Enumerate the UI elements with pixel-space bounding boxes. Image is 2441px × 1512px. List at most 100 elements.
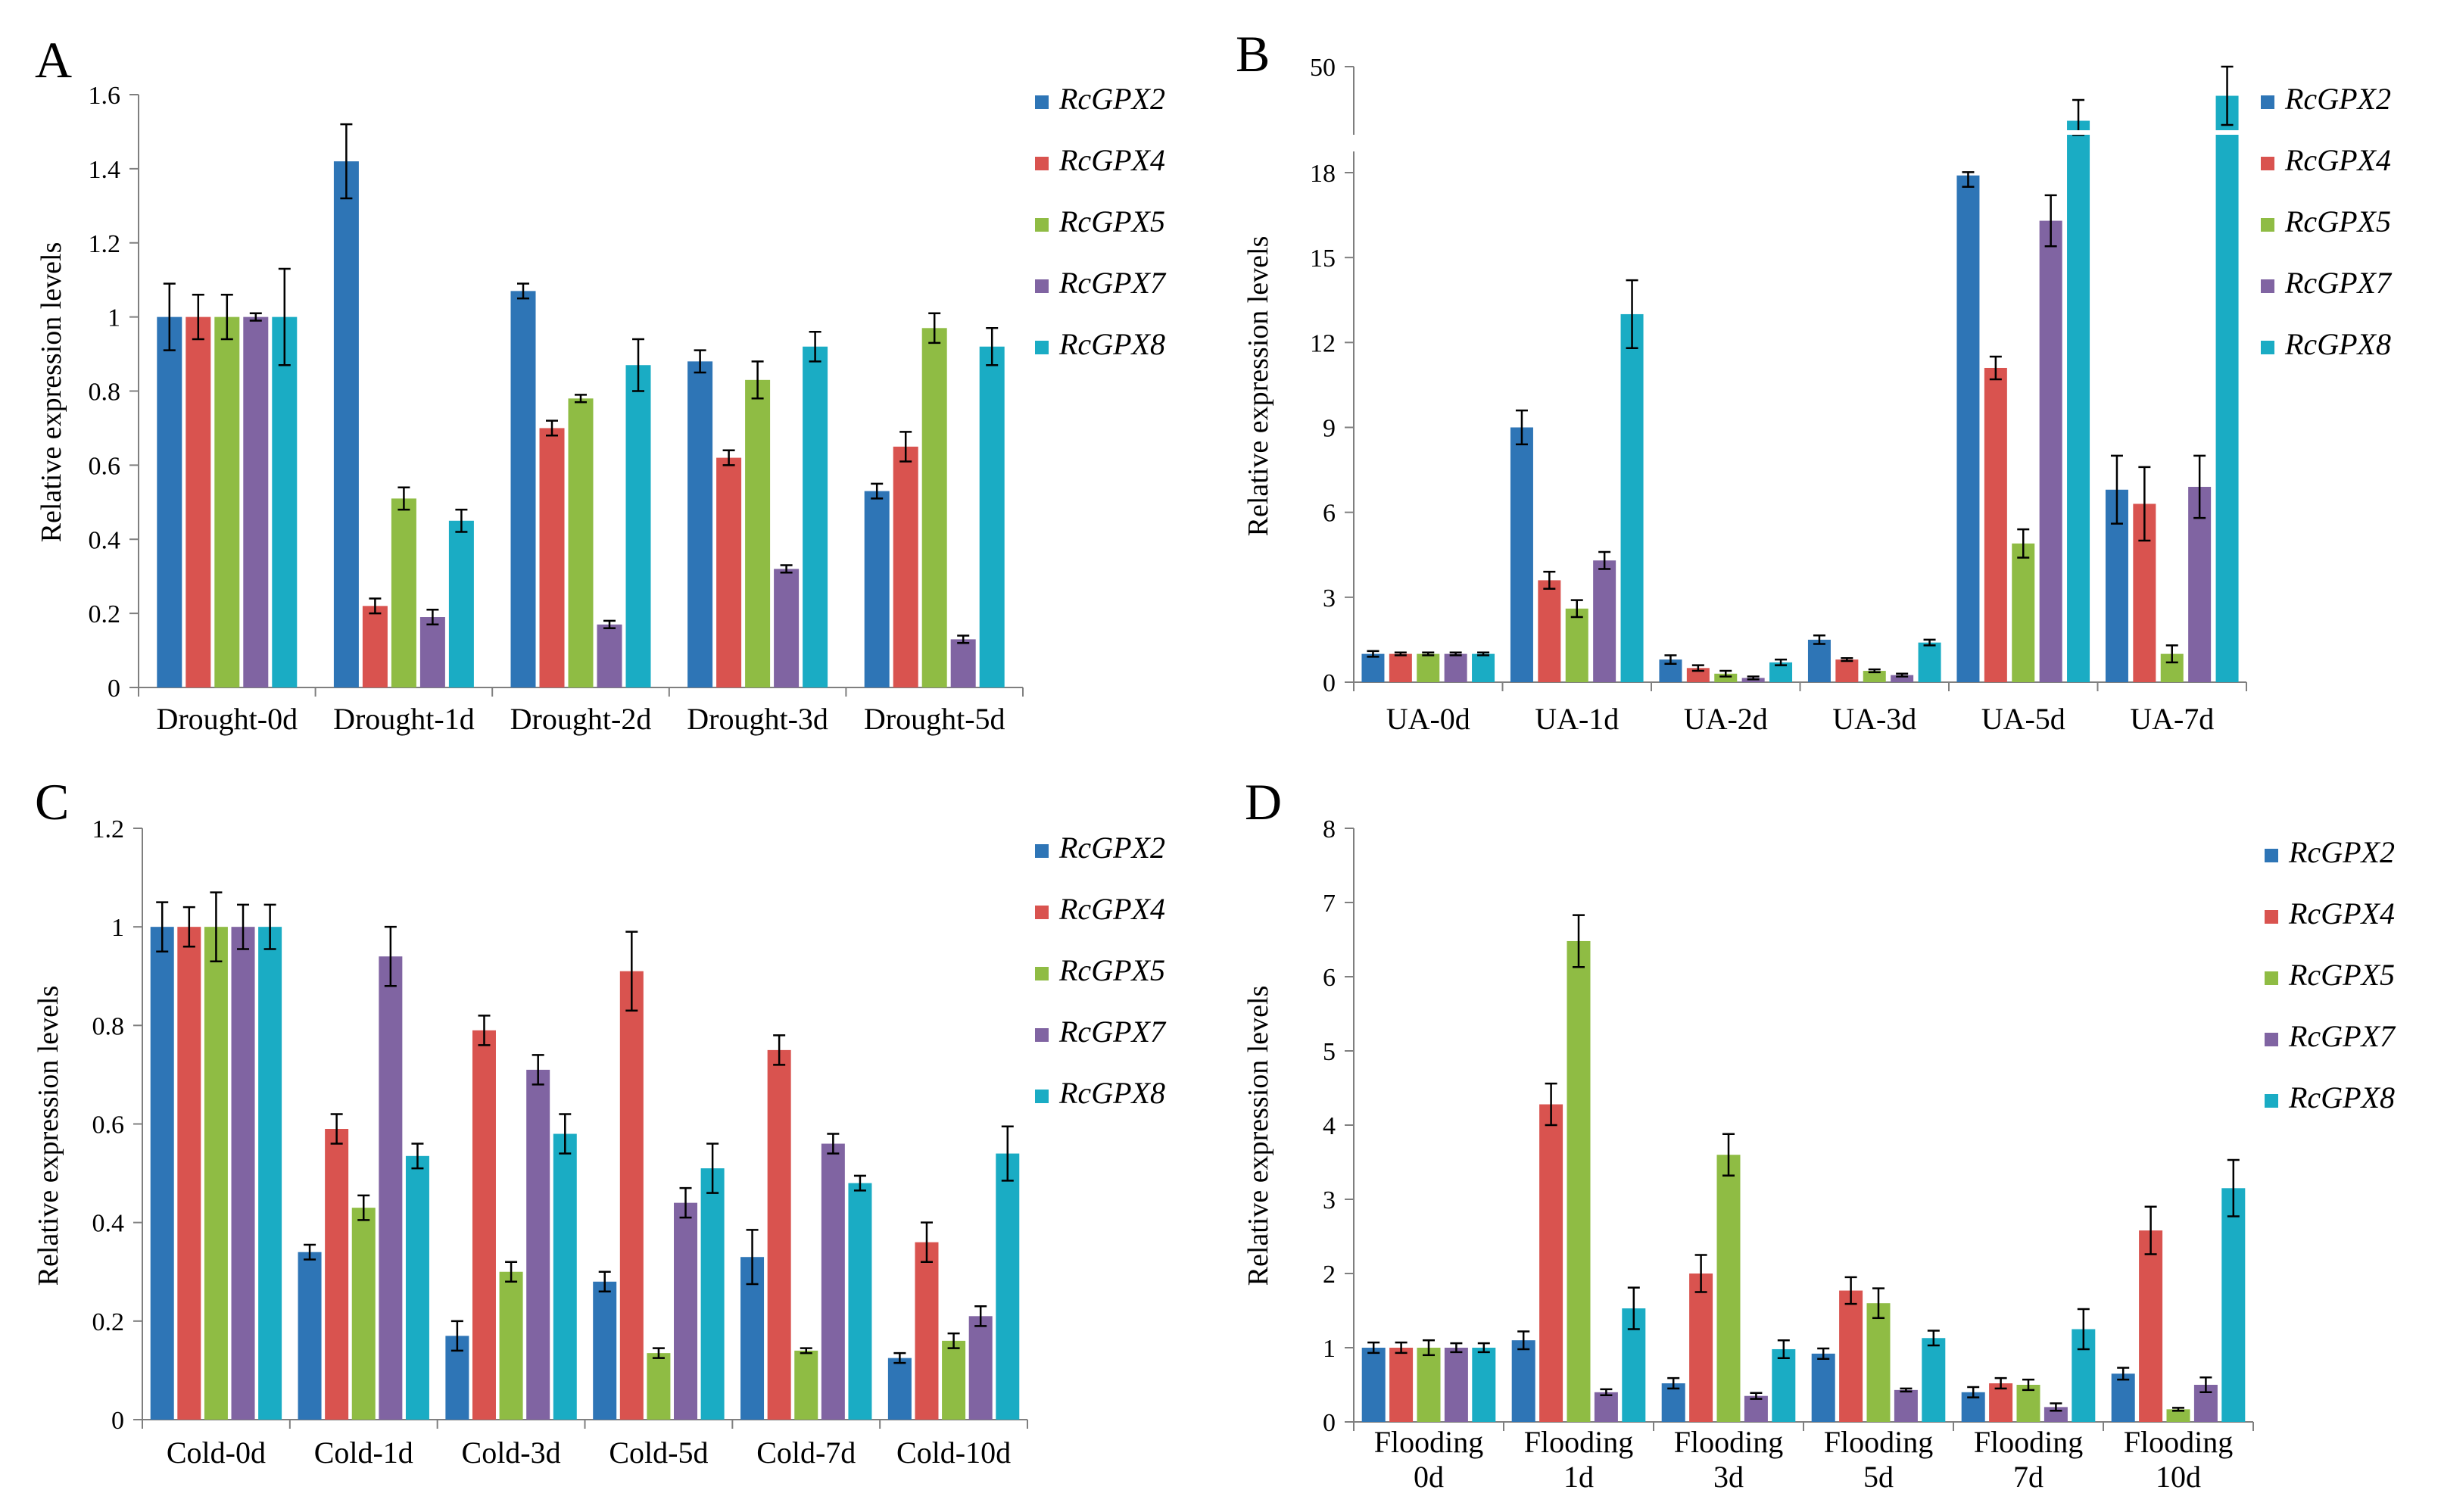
plot-a: 0 0.2 0.4 0.6 0.8 1 1.2 1.4 1.6 Drought-0d Drought… [89,82,1024,736]
category-label-a: Drought-1d [333,702,475,736]
category-label-line: Flooding [1824,1425,1933,1459]
y-tick-label-b: 0 [1323,669,1336,697]
bar-a-rcgpx8 [803,346,828,687]
legend-swatch-b-rcgpx8 [2261,341,2274,354]
category-label-d: Flooding 7d [1974,1425,2083,1494]
bar-b-rcgpx5 [1863,671,1886,682]
bar-d-rcgpx5 [1866,1303,1891,1422]
legend-swatch-d-rcgpx4 [2265,910,2278,924]
category-label-line: UA-7d [2130,702,2214,736]
bar-c-rcgpx7 [821,1143,845,1420]
category-label-d: Flooding 0d [1374,1425,1483,1494]
legend-swatch-c-rcgpx2 [1035,844,1049,858]
bar-c-rcgpx5 [351,1208,376,1420]
y-tick-label-d: 7 [1323,890,1336,918]
bar-a-rcgpx7 [419,617,445,687]
category-label-line: UA-3d [1832,702,1916,736]
category-label-line: 5d [1863,1460,1894,1494]
bar-a-rcgpx2 [687,361,713,687]
plot-b: 0 3 6 9 12 15 18 50 UA-0d UA-1d UA-2d UA-3d UA-5d UA-… [1310,54,2248,736]
y-tick-label-a: 1.4 [89,156,121,184]
bar-c-rcgpx4 [767,1049,791,1420]
bar-b-rcgpx5 [1417,653,1440,682]
legend-swatch-a-rcgpx5 [1035,218,1049,232]
category-label-d: Flooding 3d [1674,1425,1783,1494]
bar-b-rcgpx8 [2215,95,2239,682]
bar-d-rcgpx7 [1744,1395,1768,1422]
bar-c-rcgpx8 [553,1133,577,1420]
legend-swatch-b-rcgpx5 [2261,218,2274,232]
bar-c-rcgpx4 [472,1030,496,1420]
category-label-line: Cold-10d [896,1436,1011,1470]
category-label-a: Drought-3d [687,702,828,736]
category-label-d: Flooding 10d [2124,1425,2233,1494]
category-label-line: Cold-3d [462,1436,561,1470]
category-label-line: Flooding [1374,1425,1483,1459]
y-tick-label-a: 1.6 [89,82,121,110]
bar-d-rcgpx4 [1689,1274,1713,1422]
bar-b-rcgpx8 [1472,653,1495,682]
legend-swatch-d-rcgpx8 [2265,1094,2278,1108]
bar-a-rcgpx2 [333,161,359,687]
y-tick-label-a: 1.2 [89,230,121,258]
legend-label-b-rcgpx7: RcGPX7 [2284,266,2393,300]
y-tick-label-a: 0.8 [89,379,121,407]
legend-swatch-a-rcgpx7 [1035,279,1049,293]
y-tick-label-b: 6 [1323,500,1336,528]
bar-b-rcgpx2 [1807,639,1831,682]
category-label-line: Drought-0d [156,702,298,736]
y-tick-label-a: 0.6 [89,452,121,480]
category-label-line: Drought-1d [333,702,475,736]
category-label-line: Cold-7d [756,1436,856,1470]
category-label-line: 0d [1414,1460,1444,1494]
bar-d-rcgpx4 [1539,1104,1563,1422]
y-tick-label-b: 18 [1310,160,1336,188]
bar-c-rcgpx4 [177,927,201,1420]
bar-b-rcgpx2 [1510,427,1533,682]
legend-swatch-c-rcgpx4 [1035,906,1049,919]
bar-d-rcgpx8 [1772,1348,1796,1422]
category-label-a: Drought-2d [510,702,652,736]
bar-d-rcgpx7 [1444,1348,1468,1422]
category-label-line: Drought-2d [510,702,652,736]
legend-swatch-c-rcgpx8 [1035,1090,1049,1103]
legend-label-d-rcgpx7: RcGPX7 [2288,1019,2396,1053]
legend-label-d-rcgpx4: RcGPX4 [2288,896,2395,931]
category-label-d: Flooding 5d [1824,1425,1933,1494]
bar-a-rcgpx5 [921,328,947,687]
y-axis-title-b: Relative expression levels [1242,236,1274,537]
legend-label-a-rcgpx2: RcGPX2 [1058,82,1165,116]
bar-c-rcgpx8 [996,1153,1020,1420]
category-label-b: UA-1d [1535,702,1619,736]
bar-c-rcgpx5 [647,1353,671,1420]
bar-a-rcgpx8 [272,316,298,687]
legend-label-b-rcgpx5: RcGPX5 [2284,204,2391,238]
bar-d-rcgpx7 [1894,1389,1918,1422]
legend-label-d-rcgpx2: RcGPX2 [2288,835,2395,869]
bar-d-rcgpx4 [2139,1230,2163,1422]
bar-c-rcgpx4 [915,1242,939,1420]
legend-b: RcGPX2 RcGPX4 RcGPX5 RcGPX7 RcGPX8 [2261,82,2393,361]
category-label-b: UA-3d [1832,702,1916,736]
legend-label-a-rcgpx7: RcGPX7 [1058,266,1167,300]
category-label-a: Drought-0d [156,702,298,736]
bar-b-rcgpx8 [2067,120,2090,682]
y-tick-label-a: 0.4 [89,526,121,554]
category-label-line: 7d [2013,1460,2044,1494]
y-tick-label-d: 4 [1323,1112,1336,1140]
bar-c-rcgpx2 [593,1281,617,1420]
legend-label-b-rcgpx2: RcGPX2 [2284,82,2391,116]
bar-d-rcgpx2 [2111,1373,2135,1422]
bar-b-rcgpx4 [1984,367,2007,682]
legend-swatch-d-rcgpx5 [2265,971,2278,985]
y-tick-label-a: 1 [108,304,120,332]
bar-a-rcgpx4 [362,606,388,687]
legend-label-b-rcgpx8: RcGPX8 [2284,327,2391,361]
legend-label-d-rcgpx5: RcGPX5 [2288,958,2395,992]
y-tick-label-d: 0 [1323,1409,1336,1437]
legend-a: RcGPX2 RcGPX4 RcGPX5 RcGPX7 RcGPX8 [1035,82,1167,361]
category-label-c: Cold-1d [314,1436,413,1470]
legend-label-c-rcgpx4: RcGPX4 [1058,892,1165,926]
